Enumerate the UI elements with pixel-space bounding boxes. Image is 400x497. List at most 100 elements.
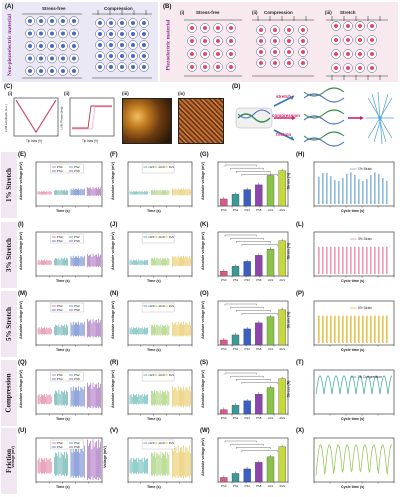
lattice-cell [47, 28, 57, 39]
x-axis-label: Time (s) [56, 348, 70, 352]
bar [243, 261, 251, 277]
bar [266, 387, 275, 415]
chart-4-3 [313, 437, 395, 484]
lattice-cell [95, 40, 105, 50]
lattice-cell [298, 36, 308, 46]
row-side-band-0 [1, 152, 17, 218]
panel-letter-0-3: (H) [296, 152, 305, 158]
lattice-cell [106, 51, 116, 61]
bar [278, 446, 286, 483]
legend-entry: PS2 [74, 235, 80, 239]
lattice-cell [298, 47, 308, 57]
legend-entry: fGS [169, 441, 174, 445]
panel-letter-1-0: (I) [18, 222, 24, 228]
x-axis-label: Time (s) [56, 417, 70, 421]
chart-4-2: PS0 PS2 PS4 PS8 cGS dGS [217, 437, 289, 488]
y-axis-label: Absolute voltage (mV) [200, 301, 205, 339]
bar [255, 184, 263, 207]
lattice-cell [58, 66, 68, 76]
bar [243, 189, 251, 207]
lattice-cell [69, 53, 79, 64]
cycle-trace [318, 172, 388, 204]
panel-b-lattice-compression [252, 16, 314, 77]
panel-b: (B) Piezoelectric material (i) Stress-fr… [160, 2, 398, 82]
lattice-cell [213, 49, 223, 59]
legend-entry: cGS [148, 165, 154, 169]
panel-d-word-friction: friction [276, 132, 292, 137]
legend-entry: fGS [169, 373, 174, 377]
legend-entry: PS8 [74, 377, 80, 381]
lattice-cell [36, 53, 46, 64]
lattice-cell [95, 18, 105, 28]
lattice-cell [284, 25, 294, 35]
voltage-trace [37, 327, 52, 335]
row-side-band-2 [1, 291, 17, 357]
panel-letter-1-2: (K) [200, 222, 209, 228]
y-axis-label: Absolute voltage (mV) [110, 370, 115, 408]
lattice-cell [343, 49, 353, 59]
legend-entry: cGS [148, 373, 154, 377]
legend: PS0 PS2 PS4 PS8 [50, 371, 84, 381]
legend-entry: PS0 [57, 165, 63, 169]
voltage-trace [70, 321, 85, 337]
legend-entry: PS4 [57, 445, 63, 449]
y-axis-label: Absolute voltage (mV) [110, 232, 115, 270]
legend: cGS dGS fGS [141, 163, 175, 174]
panel-letter-3-0: (Q) [18, 360, 27, 366]
chart-4-0: PS0 PS2 PS4 PS8 [35, 437, 103, 484]
voltage-trace [129, 394, 148, 405]
lattice-cell [47, 53, 57, 64]
lattice-cell [117, 18, 127, 28]
bar [231, 405, 240, 415]
chart-0-2: PS0 PS2 PS4 PS8 cGS dGS [217, 161, 289, 212]
voltage-trace [129, 327, 148, 335]
lattice-cell [200, 49, 210, 59]
voltage-trace [87, 318, 101, 338]
lattice-cell [36, 41, 46, 51]
bar-category-label: dGS [279, 278, 285, 282]
legend-entry: PS2 [74, 165, 80, 169]
lattice-cell [200, 36, 210, 46]
bar [266, 175, 275, 207]
voltage-trace [151, 390, 170, 406]
bar [255, 322, 263, 346]
panel-a-caption-stress-free: Stress-free [42, 6, 66, 11]
lattice-cell [367, 63, 377, 73]
bar [220, 339, 228, 346]
bar [231, 334, 240, 346]
panel-c-sub-iii: (iii) [122, 91, 129, 96]
legend-entry: PS0 [57, 304, 63, 308]
y-axis-label: Strain (%) [286, 242, 291, 260]
chart-1-0: PS0 PS2 PS4 PS8 [35, 231, 103, 278]
voltage-trace [37, 259, 52, 266]
lattice-cell [256, 47, 266, 57]
y-axis-label: Absolute voltage (mV) [200, 370, 205, 408]
row-label-1: 3% Stretch [1, 222, 17, 288]
cycle-trace [315, 375, 393, 395]
bar [220, 409, 228, 415]
lattice-cell [213, 36, 223, 46]
lattice-cell [270, 47, 280, 57]
bar-category-label: PS8 [256, 347, 262, 351]
panel-c-sub-i: (i) [8, 91, 13, 96]
bar-category-label: PS0 [221, 347, 227, 351]
lattice-cell [367, 35, 377, 45]
panel-a-caption-compression: Compression [104, 6, 133, 11]
bar [231, 473, 240, 483]
legend-entry: cGS [148, 304, 154, 308]
lattice-cell [343, 63, 353, 73]
bar-category-label: cGS [268, 347, 274, 351]
bar-category-label: dGS [279, 208, 285, 212]
lattice-cell [256, 58, 266, 68]
y-axis-label: Absolute voltage (mV) [110, 301, 115, 339]
lattice-cell [284, 36, 294, 46]
bar [231, 194, 240, 207]
bar [243, 328, 251, 346]
lattice-cell [355, 21, 365, 31]
panel-letter-4-1: (V) [110, 428, 118, 434]
voltage-trace [87, 253, 101, 268]
voltage-trace [129, 259, 148, 266]
panel-c: (C) (i) (ii) (iii) (iv) LVM amplitude (a… [2, 84, 228, 148]
legend-entry: PS0 [57, 373, 63, 377]
bar-category-label: PS4 [245, 208, 251, 212]
